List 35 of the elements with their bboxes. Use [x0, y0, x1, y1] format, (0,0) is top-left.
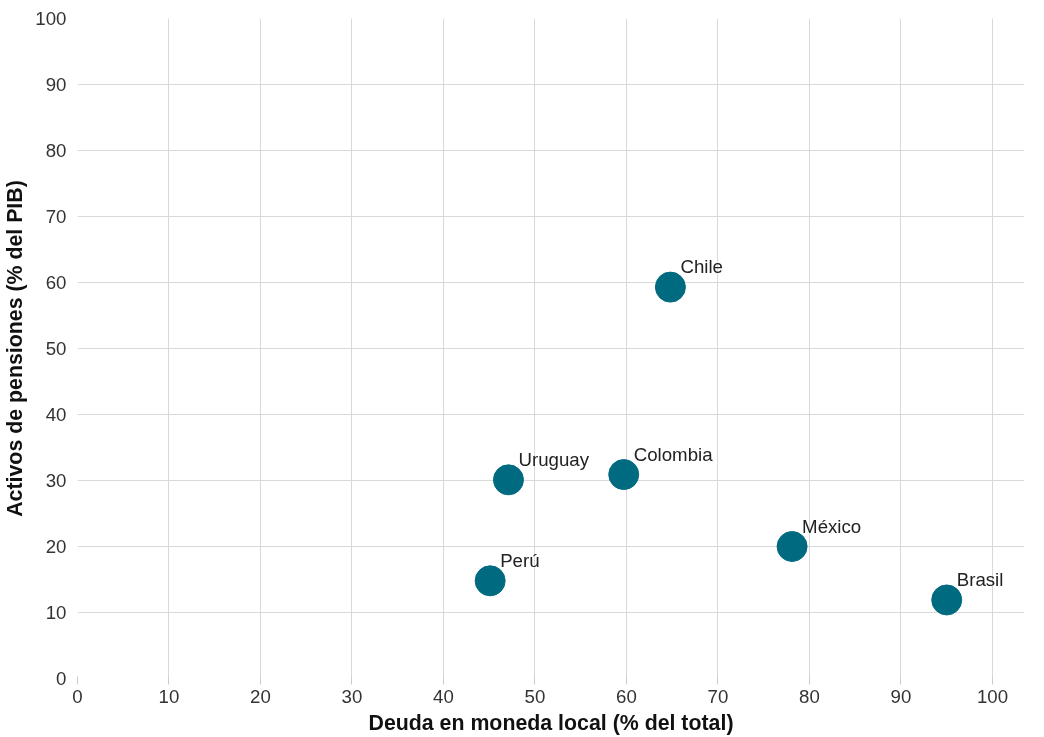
x-tick-label: 20: [250, 685, 271, 707]
annotation: Colombia: [633, 443, 714, 465]
y-tick-label: 30: [45, 470, 67, 491]
x-tick-label: 80: [799, 685, 820, 707]
x-tick-label: 0: [72, 685, 83, 707]
x-tick-label: 100: [976, 685, 1009, 707]
annotation: Uruguay: [518, 448, 590, 470]
x-tick-label: 40: [433, 685, 454, 707]
y-tick-label: 10: [45, 602, 67, 623]
x-tick-label: 10: [158, 685, 180, 707]
x-tick-label: 60: [616, 685, 637, 707]
point: [776, 531, 808, 562]
y-tick-label: 20: [45, 536, 67, 557]
y-tick-label: 0: [56, 668, 67, 689]
x-axis-title: Deuda en moneda local (% del total): [368, 710, 734, 735]
point: [608, 459, 640, 491]
annotation: Perú: [500, 549, 540, 571]
y-tick-label: 50: [45, 338, 67, 359]
annotation: Brasil: [956, 568, 1004, 590]
point: [931, 584, 963, 616]
y-tick-label: 80: [45, 140, 67, 161]
point: [654, 271, 686, 303]
y-tick-label: 100: [35, 8, 67, 29]
x-tick-label: 30: [341, 685, 363, 707]
annotation: México: [802, 515, 862, 537]
y-tick-label: 40: [45, 404, 67, 425]
x-tick-label: 50: [524, 685, 546, 707]
annotation: Chile: [680, 256, 723, 278]
y-tick-label: 90: [45, 74, 67, 95]
x-tick-label: 90: [890, 685, 912, 707]
y-tick-label: 60: [45, 272, 67, 293]
y-axis-title: Activos de pensiones (% del PIB): [3, 180, 28, 517]
y-tick-label: 70: [45, 206, 67, 227]
x-tick-label: 70: [707, 685, 729, 707]
point: [474, 565, 506, 597]
